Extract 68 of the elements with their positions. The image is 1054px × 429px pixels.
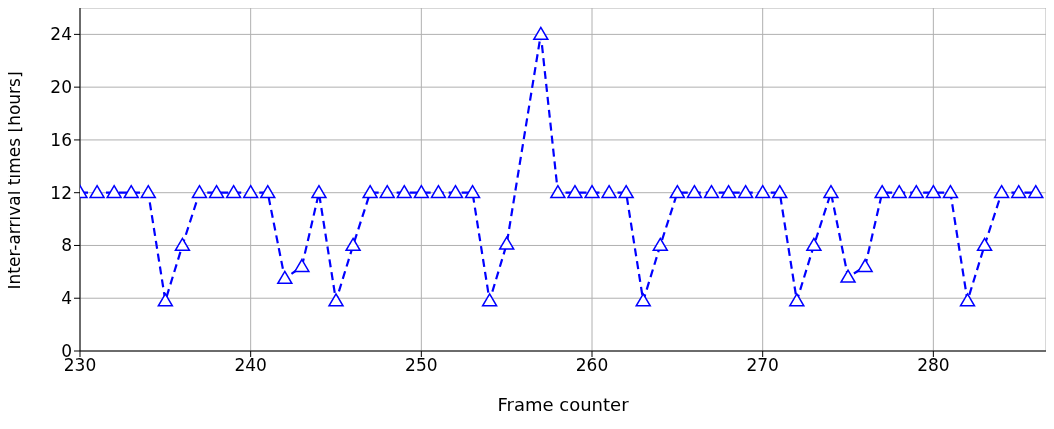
point xyxy=(174,237,191,252)
point xyxy=(976,237,993,252)
point xyxy=(89,184,105,199)
x-tick-label: 260 xyxy=(575,355,609,376)
point xyxy=(157,293,174,307)
point xyxy=(396,184,413,199)
point xyxy=(618,184,634,199)
point xyxy=(225,184,242,199)
point xyxy=(703,184,720,199)
point xyxy=(908,184,925,199)
y-tick-label: 8 xyxy=(61,235,72,256)
point xyxy=(942,184,959,199)
point xyxy=(567,184,583,199)
point xyxy=(481,293,498,307)
y-tick-label: 12 xyxy=(50,182,72,203)
point xyxy=(737,184,754,199)
point xyxy=(652,237,669,252)
point xyxy=(208,184,225,199)
point xyxy=(891,184,907,199)
point xyxy=(106,184,122,199)
point xyxy=(379,184,395,199)
x-axis-title: Frame counter xyxy=(497,394,630,415)
point xyxy=(601,184,617,199)
x-tick-label: 280 xyxy=(917,355,950,376)
point xyxy=(498,236,515,250)
point xyxy=(311,184,327,199)
point xyxy=(772,184,788,199)
y-tick-label: 24 xyxy=(50,24,72,45)
point xyxy=(1028,184,1044,199)
x-tick-label: 240 xyxy=(234,355,267,376)
point xyxy=(669,184,686,199)
point xyxy=(584,184,600,199)
y-tick-label: 20 xyxy=(50,77,72,98)
point xyxy=(925,184,942,199)
point xyxy=(874,184,890,199)
point xyxy=(345,237,361,252)
point xyxy=(857,258,873,273)
point xyxy=(635,293,651,307)
point xyxy=(686,184,703,199)
point xyxy=(413,184,430,199)
point xyxy=(840,269,856,283)
y-tick-label: 16 xyxy=(50,129,72,150)
point xyxy=(533,26,549,41)
point xyxy=(959,293,976,307)
y-tick-label: 4 xyxy=(61,288,72,309)
point xyxy=(277,270,293,285)
point xyxy=(123,184,139,199)
point xyxy=(362,184,378,199)
point xyxy=(754,184,771,199)
point xyxy=(1010,184,1027,199)
point xyxy=(447,184,464,199)
point xyxy=(806,237,822,252)
point xyxy=(430,184,447,199)
point xyxy=(789,293,805,307)
x-tick-label: 270 xyxy=(746,355,779,376)
point xyxy=(259,184,276,199)
y-axis-title: Inter-arrival times [hours] xyxy=(4,71,25,290)
point xyxy=(191,184,208,199)
point xyxy=(720,184,737,199)
point xyxy=(242,184,259,199)
point xyxy=(294,258,310,273)
point xyxy=(464,184,481,199)
point xyxy=(140,184,157,199)
point xyxy=(550,184,566,199)
point xyxy=(993,184,1010,199)
x-tick-label: 250 xyxy=(405,355,438,376)
point xyxy=(328,293,344,307)
point xyxy=(823,184,839,199)
